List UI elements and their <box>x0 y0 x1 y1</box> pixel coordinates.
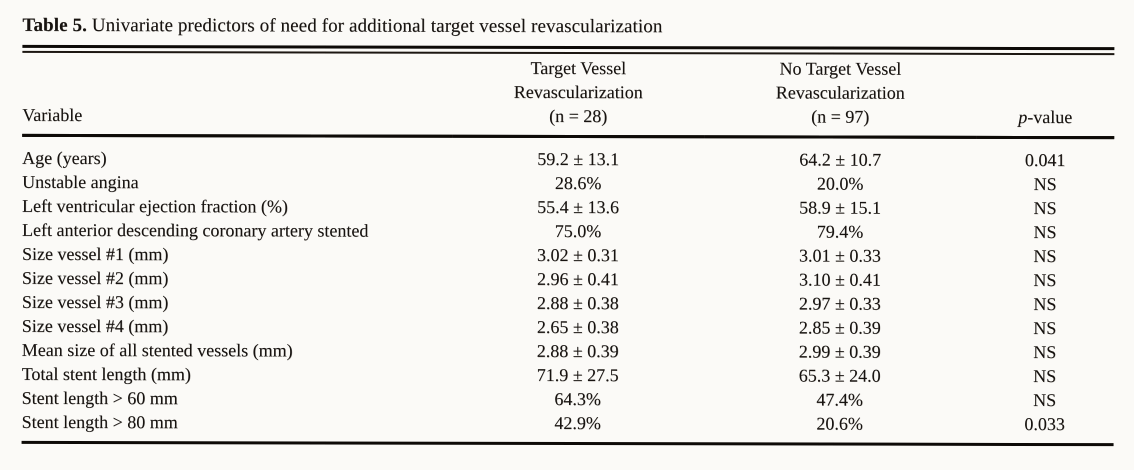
row-pvalue-cell: 0.033 <box>1024 413 1065 435</box>
row-no-tvr-cell: 3.10 ± 0.41 <box>798 269 881 290</box>
predictors-table: Variable Target Vessel Revascularization… <box>22 54 1115 436</box>
row-variable-cell: Size vessel #2 (mm) <box>21 267 169 289</box>
row-no-tvr-cell: 20.0% <box>816 173 864 194</box>
row-variable-cell: Stent length > 80 mm <box>21 411 178 433</box>
row-pvalue-cell: NS <box>1033 269 1057 291</box>
table-number-label: Table 5. <box>22 14 87 36</box>
row-pvalue-cell: NS <box>1033 389 1057 411</box>
row-tvr-cell: 28.6% <box>554 172 602 194</box>
table-row: Size vessel #2 (mm) 2.96 ± 0.41 3.10 ± 0.4… <box>22 266 1114 292</box>
bottom-rule <box>21 440 1114 447</box>
row-no-tvr-cell: 2.85 ± 0.39 <box>798 317 881 338</box>
table-title-text: Univariate predictors of need for additi… <box>86 14 663 38</box>
row-pvalue-cell: NS <box>1033 221 1057 243</box>
table-row: Unstable angina 28.6% 20.0% NS <box>22 170 1114 196</box>
row-tvr-cell: 75.0% <box>554 220 602 242</box>
row-variable-cell: Age (years) <box>22 147 107 169</box>
row-tvr-cell: 3.02 ± 0.31 <box>536 244 619 266</box>
header-tvr-line1: Target Vessel <box>530 57 627 79</box>
row-tvr-cell: 55.4 ± 13.6 <box>537 196 620 218</box>
row-no-tvr-cell: 3.01 ± 0.33 <box>798 245 881 266</box>
table-row: Total stent length (mm) 71.9 ± 27.5 65.3 ±… <box>22 362 1114 388</box>
row-variable-cell: Size vessel #4 (mm) <box>21 315 169 337</box>
header-no-tvr-line2: Revascularization <box>775 82 905 103</box>
table-row: Size vessel #4 (mm) 2.65 ± 0.38 2.85 ± 0.3… <box>22 314 1114 340</box>
header-variable: Variable <box>22 54 453 137</box>
row-variable-cell: Total stent length (mm) <box>21 363 191 385</box>
row-tvr-cell: 42.9% <box>554 412 601 434</box>
table-title: Table 5. Univariate predictors of need f… <box>22 13 1114 41</box>
header-tvr-line2: Revascularization <box>513 81 643 103</box>
row-variable-cell: Unstable angina <box>22 171 139 193</box>
row-no-tvr-cell: 2.99 ± 0.39 <box>798 341 881 362</box>
row-variable-cell: Size vessel #1 (mm) <box>21 243 169 265</box>
header-tvr-group: Target Vessel Revascularization (n = 28) <box>452 55 705 137</box>
table-body: Age (years) 59.2 ± 13.1 64.2 ± 10.7 0.041 Un… <box>22 135 1115 436</box>
row-tvr-cell: 64.3% <box>554 388 601 410</box>
row-variable-cell: Stent length > 60 mm <box>21 387 178 409</box>
table-header: Variable Target Vessel Revascularization… <box>22 54 1115 138</box>
table-row: Size vessel #3 (mm) 2.88 ± 0.38 2.97 ± 0.3… <box>22 290 1114 316</box>
table-row: Mean size of all stented vessels (mm) 2.8… <box>22 338 1114 364</box>
row-variable-cell: Mean size of all stented vessels (mm) <box>21 339 293 361</box>
header-tvr-n: (n = 28) <box>549 105 608 127</box>
row-pvalue-cell: NS <box>1033 293 1057 315</box>
row-tvr-cell: 2.65 ± 0.38 <box>536 316 619 338</box>
header-no-tvr-n: (n = 97) <box>811 106 870 127</box>
row-variable-cell: Left ventricular ejection fraction (%) <box>22 195 288 217</box>
row-pvalue-cell: NS <box>1033 317 1057 339</box>
row-pvalue-cell: NS <box>1033 365 1057 387</box>
table-row: Size vessel #1 (mm) 3.02 ± 0.31 3.01 ± 0.3… <box>22 242 1114 268</box>
row-no-tvr-cell: 64.2 ± 10.7 <box>799 149 882 170</box>
top-rule-thick <box>22 44 1115 51</box>
row-variable-cell: Size vessel #3 (mm) <box>21 291 169 313</box>
header-row: Variable Target Vessel Revascularization… <box>22 54 1115 138</box>
header-no-tvr-group: No Target Vessel Revascularization (n = … <box>704 56 977 138</box>
row-pvalue-cell: NS <box>1033 173 1057 195</box>
row-variable-cell: Left anterior descending coronary artery… <box>21 219 369 241</box>
header-pvalue: p-value <box>976 56 1115 138</box>
table-row: Left ventricular ejection fraction (%) 55… <box>22 194 1114 220</box>
row-pvalue-cell: NS <box>1033 197 1057 219</box>
row-pvalue-cell: 0.041 <box>1024 149 1066 171</box>
table-row: Left anterior descending coronary artery… <box>22 218 1114 244</box>
row-tvr-cell: 59.2 ± 13.1 <box>537 148 620 170</box>
row-tvr-cell: 71.9 ± 27.5 <box>536 364 619 386</box>
row-no-tvr-cell: 65.3 ± 24.0 <box>798 365 881 386</box>
table-row: Age (years) 59.2 ± 13.1 64.2 ± 10.7 0.041 <box>22 135 1114 172</box>
row-no-tvr-cell: 2.97 ± 0.33 <box>798 293 881 314</box>
row-no-tvr-cell: 47.4% <box>816 389 863 410</box>
row-no-tvr-cell: 58.9 ± 15.1 <box>799 197 882 218</box>
row-pvalue-cell: NS <box>1033 341 1057 363</box>
row-tvr-cell: 2.88 ± 0.38 <box>536 292 619 314</box>
row-no-tvr-cell: 79.4% <box>816 221 864 242</box>
row-pvalue-cell: NS <box>1033 245 1057 267</box>
table-row: Stent length > 60 mm 64.3% 47.4% NS <box>22 386 1114 412</box>
row-no-tvr-cell: 20.6% <box>816 413 863 434</box>
table-row: Stent length > 80 mm 42.9% 20.6% 0.033 <box>22 410 1114 436</box>
header-no-tvr-line1: No Target Vessel <box>779 58 902 79</box>
row-tvr-cell: 2.96 ± 0.41 <box>536 268 619 290</box>
row-tvr-cell: 2.88 ± 0.39 <box>536 340 619 362</box>
